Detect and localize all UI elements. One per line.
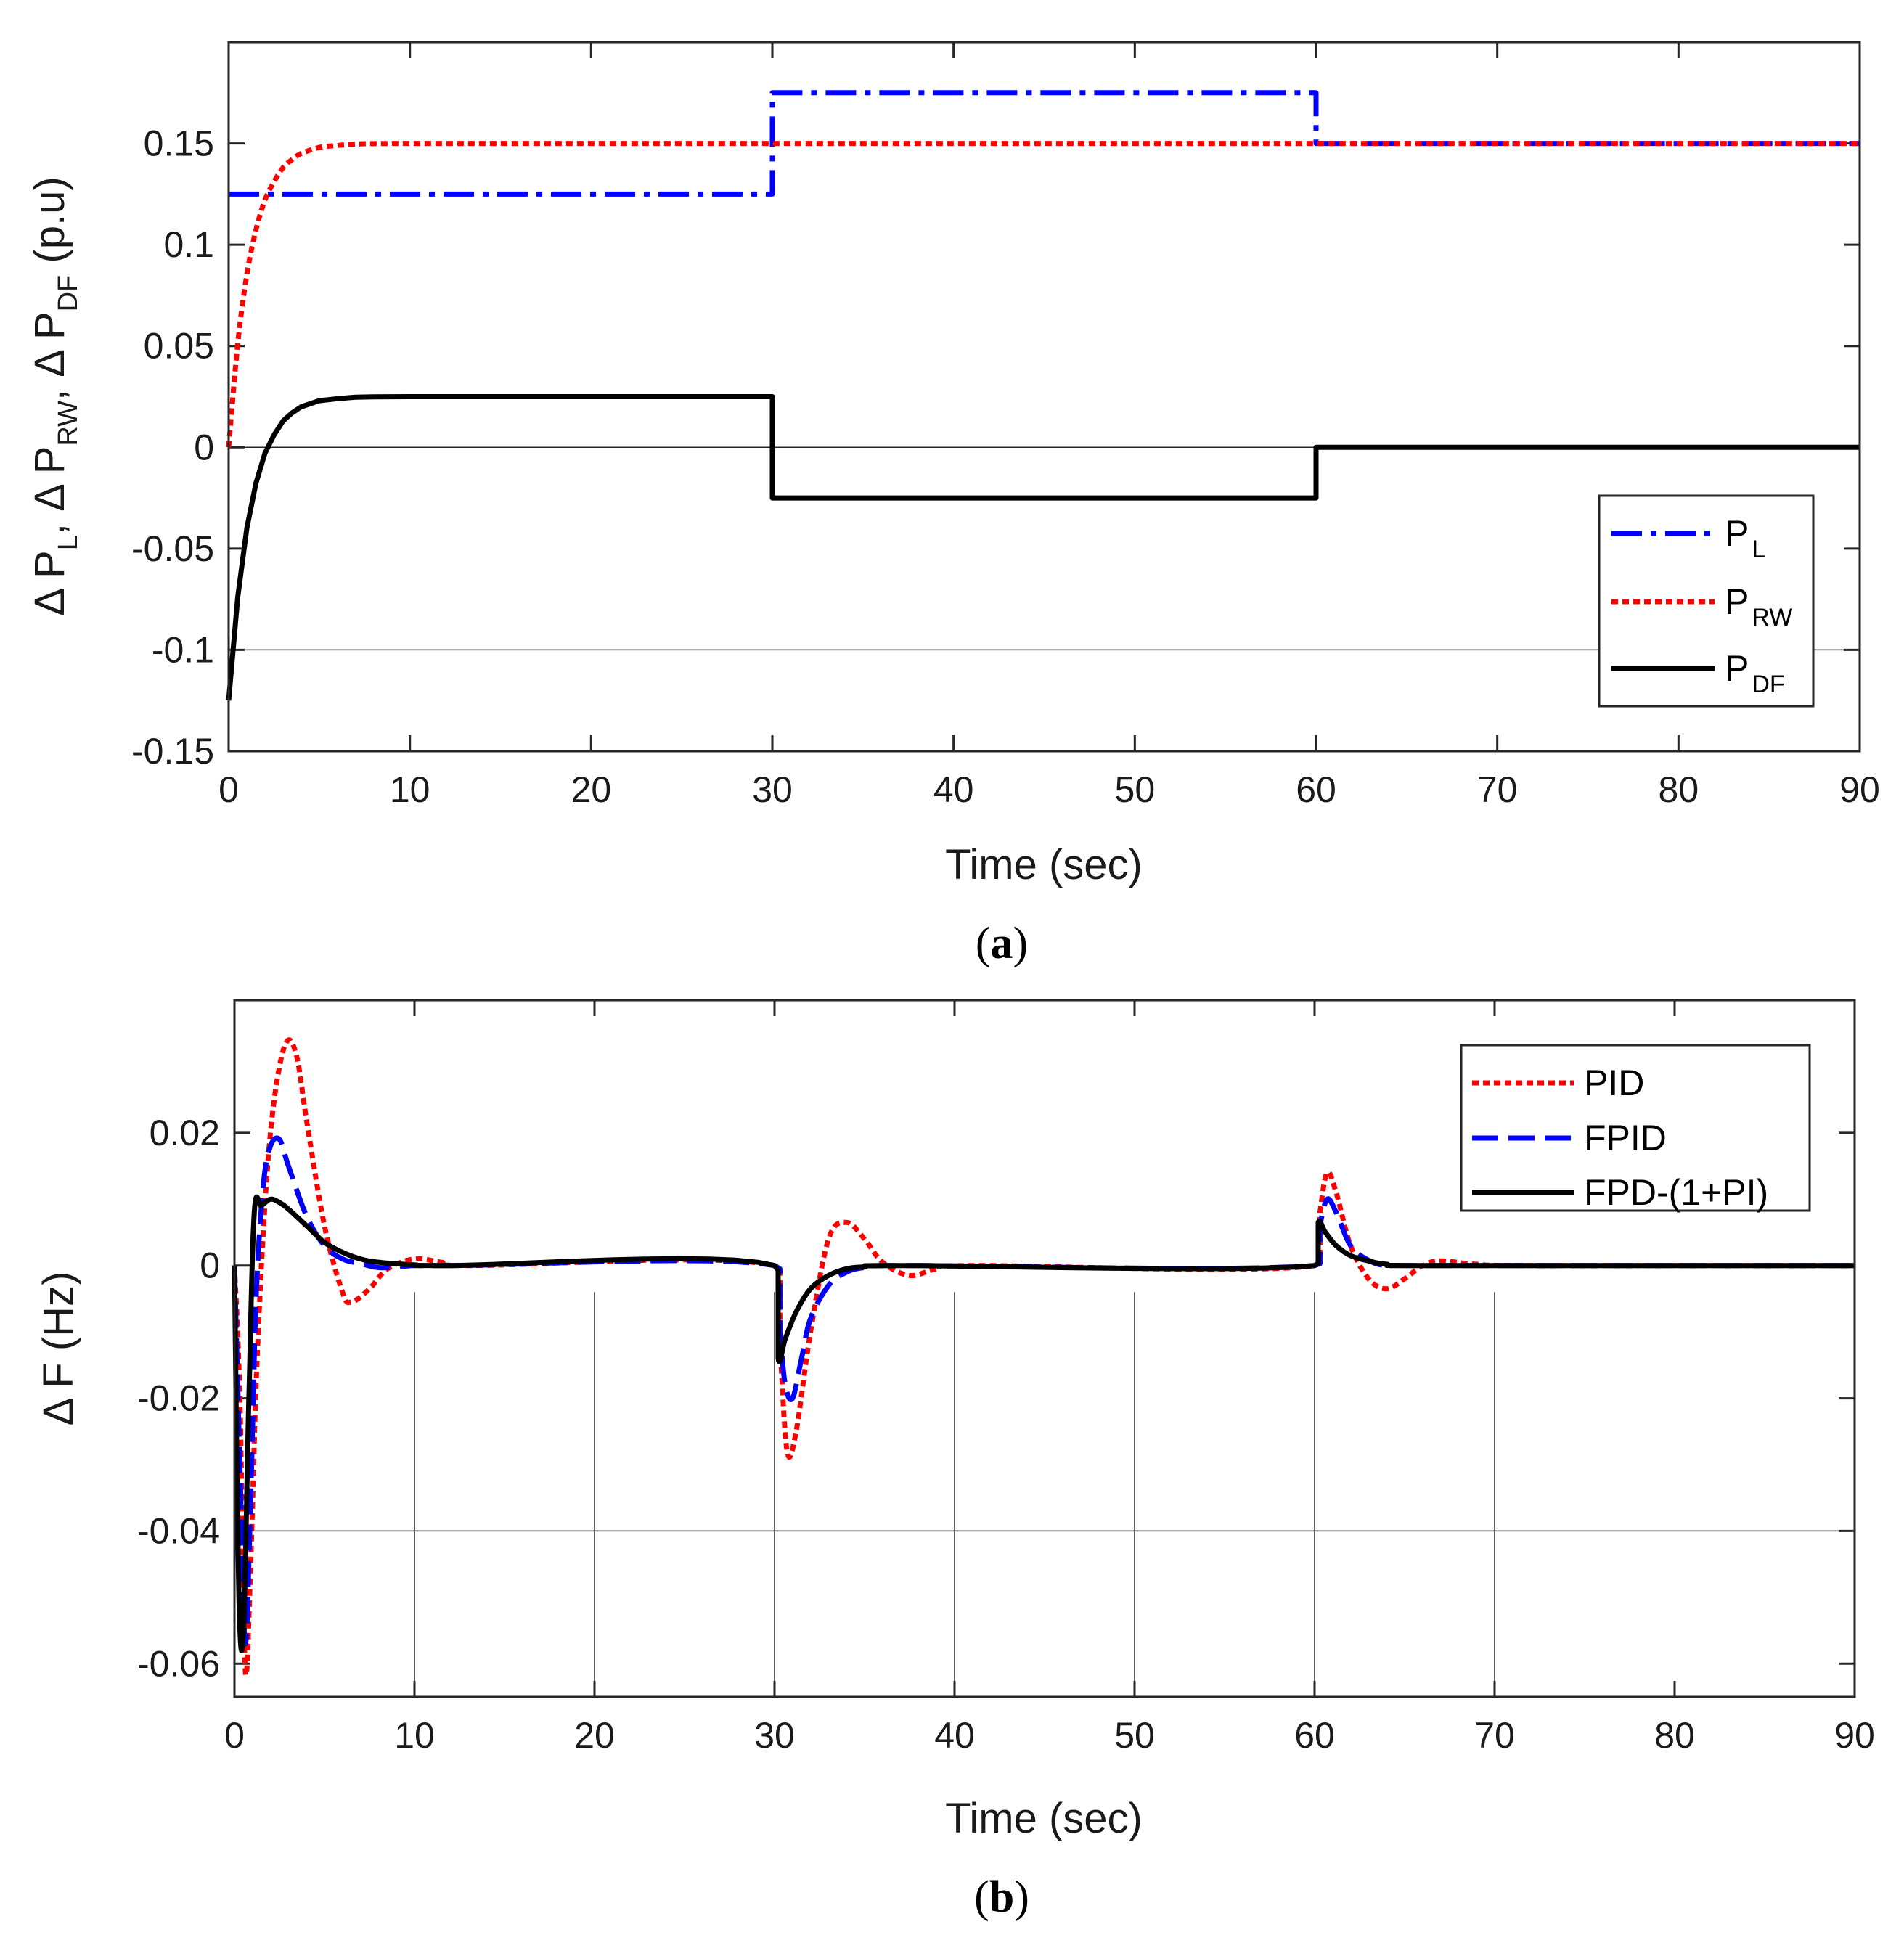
ylabel-unit: (p.u) [26,176,73,274]
chart-a-xtick-label: 70 [1477,769,1518,810]
chart-b-xtick-label: 30 [754,1715,795,1756]
chart-a-ytick-label: 0 [194,427,214,467]
chart-b-xlabel: Time (sec) [945,1795,1143,1842]
chart-a-ytick-label: 0.1 [163,224,214,265]
chart-a-xtick-label: 80 [1659,769,1699,810]
ylabel-delta-prw: , Δ P [26,446,73,536]
ylabel-sub-rw: RW [53,401,83,446]
chart-a-series-pdf [226,394,1860,701]
chart-a-xtick-label: 10 [390,769,430,810]
chart-a-xtick-label: 50 [1115,769,1156,810]
caption-a-open: ( [976,919,991,968]
chart-a-ytick-label: -0.05 [131,528,214,569]
legend-b-label-pid: PID [1584,1063,1644,1103]
chart-a-ytick-label: -0.1 [152,629,214,670]
chart-b-ytick-label: -0.06 [137,1643,220,1684]
chart-b-xtick-label: 80 [1654,1715,1695,1756]
legend-a-pl-sub: L [1752,536,1765,563]
chart-b-series-pid [232,1037,1855,1678]
legend-a-pl-main: P [1725,513,1749,554]
chart-b-gridlines [234,1292,1855,1697]
chart-a-xlabel: Time (sec) [945,841,1143,888]
ylabel-sub-df: DF [53,275,83,312]
chart-b-legend-box [1460,1044,1811,1212]
chart-a-ytick-label: -0.15 [131,731,214,772]
chart-a-series [226,90,1860,701]
legend-a-prw-sub: RW [1752,604,1792,631]
chart-b-ytick-label: -0.02 [137,1378,220,1419]
chart-b-xtick-label: 50 [1114,1715,1155,1756]
chart-b-xtick-label: 60 [1294,1715,1335,1756]
chart-a-series-prw [226,141,1860,448]
chart-b-ytick-label: 0.02 [150,1113,220,1153]
chart-a-xtick-label: 60 [1296,769,1336,810]
legend-a-pdf-sub: DF [1752,671,1784,698]
chart-b-ytick-label: -0.04 [137,1510,220,1551]
legend-a-prw-main: P [1725,581,1749,622]
ylabel-sub-l: L [53,535,83,550]
chart-a-tick-marks [227,42,1861,753]
caption-a-letter: a [991,919,1013,968]
chart-a-ytick-label: 0.05 [144,326,214,367]
chart-a-xtick-label: 40 [933,769,974,810]
chart-b-axes-box [233,999,1856,1698]
chart-a-xtick-label: 0 [218,769,239,810]
chart-a-axes-box [227,41,1861,753]
chart-b-legend: PID FPID FPD-(1+PI) [1460,1044,1811,1213]
chart-b-ytick-label: 0 [200,1245,220,1286]
caption-a-close: ) [1013,919,1029,968]
chart-b-xtick-label: 70 [1474,1715,1515,1756]
legend-a-label-prw: P RW [1725,581,1792,631]
chart-b-series [232,1037,1855,1678]
chart-a-y-tick-labels: -0.15 -0.1 -0.05 0 0.05 0.1 0.15 [131,123,214,772]
caption-b-open: ( [974,1873,989,1922]
chart-b-xtick-label: 20 [574,1715,615,1756]
chart-a-ytick-label: 0.15 [144,123,214,164]
ylabel-delta-pdf: , Δ P [26,311,73,401]
chart-b-y-tick-labels: -0.06 -0.04 -0.02 0 0.02 [137,1113,220,1684]
chart-b: 0 10 20 30 40 50 60 70 80 90 -0.06 -0.04 -0.02 0 0.02… [35,999,1875,1922]
ylabel-delta-pl: Δ P [26,550,73,615]
chart-b-xtick-label: 10 [394,1715,435,1756]
chart-a-xtick-label: 30 [752,769,793,810]
chart-a-xtick-label: 90 [1839,769,1880,810]
chart-a-x-tick-labels: 0 10 20 30 40 50 60 70 80 90 [218,769,1880,810]
caption-b-letter: b [989,1873,1014,1922]
legend-b-label-fpd: FPD-(1+PI) [1584,1172,1768,1213]
caption-b-close: ) [1014,1873,1029,1922]
chart-b-xtick-label: 90 [1834,1715,1875,1756]
legend-a-label-pdf: P DF [1725,648,1785,698]
chart-b-xtick-label: 0 [224,1715,245,1756]
chart-a: 0 10 20 30 40 50 60 70 80 90 -0.15 -0.1 -0.05 0 0.05 0… [26,41,1880,968]
chart-b-ylabel: Δ F (Hz) [35,1272,82,1426]
legend-b-label-fpid: FPID [1584,1118,1667,1158]
chart-b-series-fpd-1-pi- [232,1194,1855,1653]
chart-a-ylabel: Δ PL, Δ PRW, Δ PDF (p.u) [26,176,83,615]
legend-a-pdf-main: P [1725,648,1749,689]
chart-a-xtick-label: 20 [571,769,612,810]
chart-b-caption: (b) [974,1873,1029,1922]
chart-b-x-tick-labels: 0 10 20 30 40 50 60 70 80 90 [224,1715,1875,1756]
chart-b-xtick-label: 40 [934,1715,975,1756]
chart-a-caption: (a) [976,919,1028,968]
